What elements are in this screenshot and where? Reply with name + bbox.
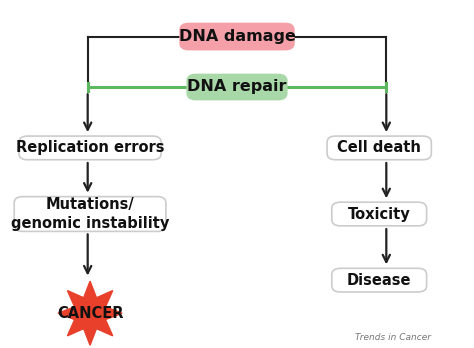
Text: Trends in Cancer: Trends in Cancer [356,333,431,342]
Text: CANCER: CANCER [57,306,123,321]
Text: Disease: Disease [347,272,411,288]
FancyBboxPatch shape [187,74,287,100]
Text: Cell death: Cell death [337,140,421,156]
FancyBboxPatch shape [19,136,161,160]
Polygon shape [58,281,122,345]
FancyBboxPatch shape [327,136,431,160]
Text: Toxicity: Toxicity [348,206,410,222]
Text: Mutations/
genomic instability: Mutations/ genomic instability [11,197,169,231]
Text: DNA damage: DNA damage [179,29,295,44]
FancyBboxPatch shape [332,268,427,292]
FancyBboxPatch shape [332,202,427,226]
FancyBboxPatch shape [180,24,294,49]
Text: DNA repair: DNA repair [187,79,287,95]
Text: Replication errors: Replication errors [16,140,164,156]
FancyBboxPatch shape [14,197,166,231]
